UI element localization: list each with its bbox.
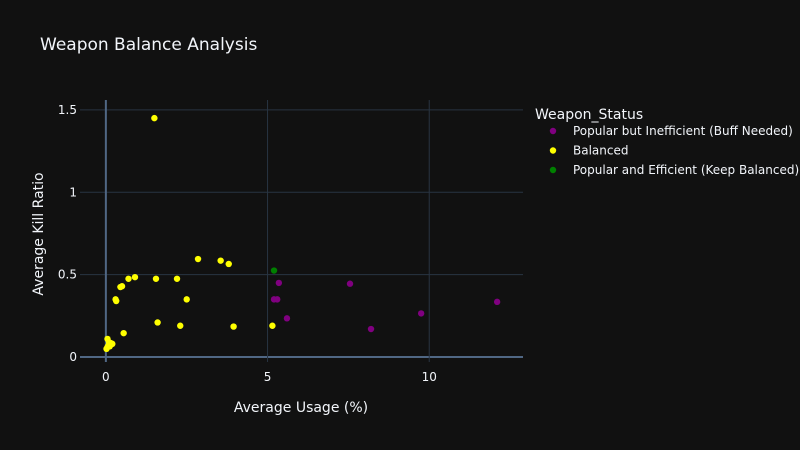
data-point[interactable] xyxy=(154,319,161,326)
y-axis-title: Average Kill Ratio xyxy=(31,172,47,295)
data-point[interactable] xyxy=(217,257,224,264)
data-point[interactable] xyxy=(274,296,281,303)
legend-item[interactable]: Balanced xyxy=(549,144,629,158)
data-point[interactable] xyxy=(177,322,184,329)
data-point[interactable] xyxy=(118,283,126,290)
data-point[interactable] xyxy=(173,275,181,282)
legend-marker xyxy=(549,127,557,135)
legend-label: Balanced xyxy=(573,144,628,158)
x-tick-label: 0 xyxy=(102,370,110,384)
legend-label: Popular and Efficient (Keep Balanced) xyxy=(573,163,799,177)
data-point[interactable] xyxy=(346,280,354,287)
data-point[interactable] xyxy=(151,114,158,122)
legend-item[interactable]: Popular but Inefficient (Buff Needed) xyxy=(549,124,793,138)
legend-label: Popular but Inefficient (Buff Needed) xyxy=(573,124,793,138)
tick-label-layer: 0 0.5 1 1.5 0 5 10 xyxy=(58,103,437,384)
legend-marker xyxy=(549,147,557,154)
y-tick-label: 0 xyxy=(69,350,77,364)
data-point[interactable] xyxy=(367,325,375,333)
legend-items: Popular but Inefficient (Buff Needed) Bal… xyxy=(549,124,799,177)
data-points-layer[interactable] xyxy=(103,114,501,353)
grid-layer xyxy=(80,100,523,362)
legend-item[interactable]: Popular and Efficient (Keep Balanced) xyxy=(549,163,799,177)
data-point[interactable] xyxy=(275,279,283,287)
data-point[interactable] xyxy=(113,297,120,305)
y-tick-label: 1 xyxy=(69,185,77,199)
data-point[interactable] xyxy=(194,255,202,263)
data-point[interactable] xyxy=(120,329,127,337)
data-point[interactable] xyxy=(104,343,111,351)
data-point[interactable] xyxy=(131,273,139,281)
legend-title: Weapon_Status xyxy=(535,107,643,123)
data-point[interactable] xyxy=(283,315,291,322)
data-point[interactable] xyxy=(125,275,132,282)
data-point[interactable] xyxy=(225,260,232,268)
x-axis-title: Average Usage (%) xyxy=(234,400,368,416)
data-point[interactable] xyxy=(183,296,190,303)
x-tick-label: 5 xyxy=(264,370,272,384)
data-point[interactable] xyxy=(152,275,160,282)
data-point[interactable] xyxy=(493,298,501,306)
data-point[interactable] xyxy=(417,310,425,317)
plot-area xyxy=(80,100,523,362)
data-point[interactable] xyxy=(270,267,278,274)
data-point[interactable] xyxy=(230,323,237,330)
y-tick-label: 0.5 xyxy=(58,268,77,282)
legend-marker xyxy=(549,166,557,174)
chart-title: Weapon Balance Analysis xyxy=(40,35,257,55)
x-tick-label: 10 xyxy=(422,370,437,384)
legend: Weapon_Status Popular but Inefficient (B… xyxy=(535,107,799,177)
data-point[interactable] xyxy=(269,322,276,329)
y-tick-label: 1.5 xyxy=(58,103,77,117)
